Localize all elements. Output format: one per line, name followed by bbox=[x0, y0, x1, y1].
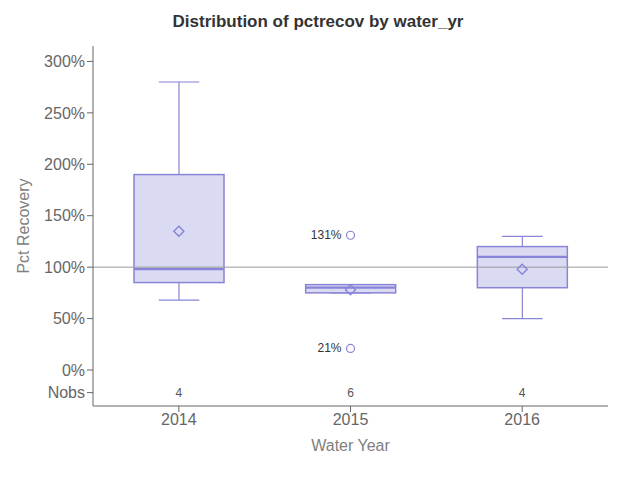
svg-text:2016: 2016 bbox=[504, 411, 540, 428]
svg-text:2015: 2015 bbox=[333, 411, 369, 428]
svg-text:250%: 250% bbox=[44, 105, 85, 122]
svg-text:Pct Recovery: Pct Recovery bbox=[15, 178, 32, 273]
svg-text:200%: 200% bbox=[44, 156, 85, 173]
svg-text:0%: 0% bbox=[62, 362, 85, 379]
svg-text:Nobs: Nobs bbox=[48, 384, 85, 401]
svg-text:4: 4 bbox=[175, 386, 182, 400]
svg-text:4: 4 bbox=[519, 386, 526, 400]
svg-text:150%: 150% bbox=[44, 207, 85, 224]
svg-text:50%: 50% bbox=[53, 310, 85, 327]
svg-text:300%: 300% bbox=[44, 53, 85, 70]
svg-text:6: 6 bbox=[347, 386, 354, 400]
svg-text:131%: 131% bbox=[311, 228, 342, 242]
svg-text:21%: 21% bbox=[317, 341, 341, 355]
svg-text:2014: 2014 bbox=[161, 411, 197, 428]
svg-text:Water Year: Water Year bbox=[311, 437, 390, 454]
svg-text:100%: 100% bbox=[44, 259, 85, 276]
html-text:Distribution of pctrecov by wa: Distribution of pctrecov by water_yr bbox=[172, 12, 464, 31]
